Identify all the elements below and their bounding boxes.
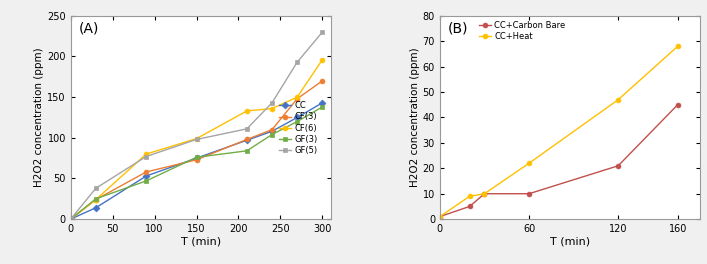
CC <box>293 116 301 119</box>
CF(3) <box>268 128 276 131</box>
CC+Heat <box>480 192 489 195</box>
Line: CF(6): CF(6) <box>69 57 325 221</box>
CF(3) <box>142 170 151 173</box>
CC <box>66 218 75 221</box>
CC+Carbon Bare <box>480 192 489 195</box>
CF(3) <box>318 79 327 82</box>
CC+Carbon Bare <box>465 205 474 208</box>
CC+Heat <box>465 195 474 198</box>
CC <box>142 175 151 178</box>
CF(6) <box>318 58 327 61</box>
GF(3) <box>192 156 201 159</box>
Y-axis label: H2O2 concentration (ppm): H2O2 concentration (ppm) <box>410 48 420 187</box>
Y-axis label: H2O2 concentration (ppm): H2O2 concentration (ppm) <box>35 48 45 187</box>
CC <box>268 130 276 133</box>
CC+Heat <box>614 98 622 101</box>
Line: GF(3): GF(3) <box>69 105 325 221</box>
GF(3) <box>66 218 75 221</box>
GF(5) <box>92 187 100 190</box>
Line: CC+Carbon Bare: CC+Carbon Bare <box>438 102 680 219</box>
X-axis label: T (min): T (min) <box>550 237 590 247</box>
Text: (B): (B) <box>448 22 468 36</box>
Line: GF(5): GF(5) <box>69 30 325 221</box>
CC <box>318 101 327 105</box>
CC+Heat <box>525 162 533 165</box>
GF(3) <box>142 179 151 182</box>
Line: CC: CC <box>69 100 325 221</box>
GF(5) <box>142 155 151 158</box>
Line: CF(3): CF(3) <box>69 78 325 221</box>
GF(5) <box>243 127 251 130</box>
GF(3) <box>318 105 327 109</box>
GF(3) <box>243 149 251 152</box>
GF(5) <box>66 218 75 221</box>
CF(6) <box>66 218 75 221</box>
CF(3) <box>243 138 251 141</box>
CF(6) <box>192 137 201 140</box>
CC+Heat <box>436 215 444 218</box>
X-axis label: T (min): T (min) <box>181 237 221 247</box>
CF(6) <box>142 153 151 156</box>
CF(3) <box>293 97 301 100</box>
Legend: CC+Carbon Bare, CC+Heat: CC+Carbon Bare, CC+Heat <box>475 18 569 45</box>
GF(5) <box>192 138 201 141</box>
CF(6) <box>243 109 251 112</box>
CC <box>92 206 100 209</box>
CF(3) <box>192 158 201 161</box>
CF(3) <box>66 218 75 221</box>
CC+Carbon Bare <box>436 215 444 218</box>
CC <box>192 157 201 160</box>
GF(5) <box>268 101 276 105</box>
GF(3) <box>268 133 276 136</box>
Legend: CC, CF(3), CF(6), GF(3), GF(5): CC, CF(3), CF(6), GF(3), GF(5) <box>276 98 322 158</box>
CF(6) <box>293 96 301 99</box>
CF(6) <box>92 198 100 201</box>
GF(3) <box>293 120 301 123</box>
Line: CC+Heat: CC+Heat <box>438 44 680 219</box>
GF(3) <box>92 197 100 200</box>
CF(6) <box>268 107 276 110</box>
CC+Carbon Bare <box>673 103 682 106</box>
GF(5) <box>293 61 301 64</box>
CF(3) <box>92 198 100 201</box>
CC+Carbon Bare <box>525 192 533 195</box>
CC+Heat <box>673 45 682 48</box>
CC+Carbon Bare <box>614 164 622 167</box>
Text: (A): (A) <box>78 22 99 36</box>
GF(5) <box>318 31 327 34</box>
CC <box>243 139 251 142</box>
